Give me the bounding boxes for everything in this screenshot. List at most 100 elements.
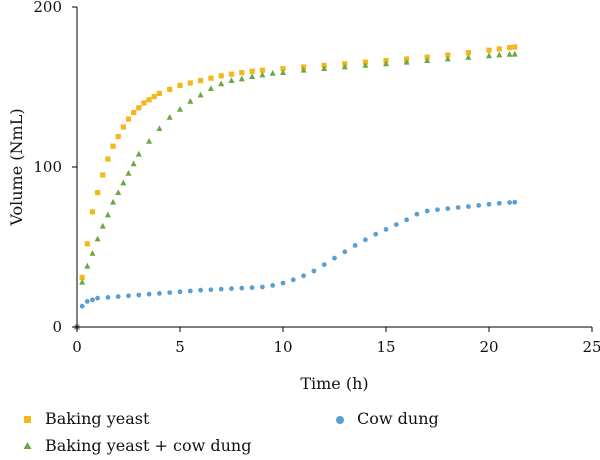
- y-tick-label: 100: [33, 158, 62, 176]
- y-axis-title: Volume (NmL): [7, 108, 26, 226]
- data-point-baking-yeast-cow-dung: [146, 138, 153, 144]
- data-point-baking-yeast: [177, 82, 183, 88]
- data-point-baking-yeast-cow-dung: [115, 189, 122, 195]
- data-point-baking-yeast-cow-dung: [120, 179, 127, 186]
- data-point-cow-dung: [414, 211, 420, 217]
- data-point-cow-dung: [342, 249, 348, 255]
- data-point-baking-yeast-cow-dung: [506, 50, 513, 57]
- data-point-baking-yeast: [259, 67, 265, 73]
- data-point-baking-yeast-cow-dung: [94, 235, 101, 242]
- data-point-baking-yeast: [512, 44, 518, 50]
- data-point-baking-yeast: [110, 143, 116, 149]
- data-point-baking-yeast-cow-dung: [79, 278, 86, 285]
- data-point-cow-dung: [126, 293, 131, 299]
- data-point-cow-dung: [507, 200, 512, 205]
- data-point-baking-yeast: [507, 45, 513, 51]
- data-point-cow-dung: [95, 295, 100, 301]
- data-point-baking-yeast: [105, 156, 111, 162]
- data-point-cow-dung: [229, 286, 234, 291]
- x-ticks: 0 5 10 15 20 25: [72, 327, 600, 356]
- data-point-cow-dung: [157, 291, 162, 296]
- data-point-cow-dung: [167, 290, 173, 295]
- data-point-baking-yeast-cow-dung: [238, 75, 245, 82]
- data-point-baking-yeast: [89, 209, 96, 215]
- data-point-baking-yeast-cow-dung: [110, 198, 117, 205]
- legend-marker-baking-yeast-cow-dung: [23, 442, 32, 449]
- data-point-baking-yeast-cow-dung: [218, 80, 225, 87]
- data-point-cow-dung: [79, 303, 85, 309]
- data-point-baking-yeast-cow-dung: [300, 66, 307, 73]
- data-point-cow-dung: [486, 201, 492, 207]
- data-point-cow-dung: [363, 237, 368, 243]
- data-point-baking-yeast: [136, 105, 142, 111]
- data-point-baking-yeast-cow-dung: [104, 211, 111, 218]
- data-point-cow-dung: [301, 273, 306, 279]
- data-point-baking-yeast-cow-dung: [249, 73, 256, 79]
- data-point-baking-yeast: [84, 241, 90, 247]
- data-point-baking-yeast: [167, 86, 173, 92]
- data-point-baking-yeast: [141, 100, 147, 106]
- data-point-baking-yeast-cow-dung: [135, 150, 142, 157]
- data-point-baking-yeast-cow-dung: [259, 71, 266, 78]
- data-point-baking-yeast-cow-dung: [197, 91, 204, 98]
- data-point-baking-yeast: [486, 47, 492, 53]
- data-point-baking-yeast: [100, 172, 106, 178]
- data-point-cow-dung: [187, 288, 193, 294]
- data-point-baking-yeast: [424, 54, 430, 60]
- legend: Baking yeast Baking yeast + cow dung Cow…: [23, 409, 439, 455]
- data-point-cow-dung: [90, 297, 95, 303]
- data-point-baking-yeast: [249, 68, 255, 74]
- data-point-baking-yeast: [187, 80, 193, 86]
- data-point-cow-dung: [115, 294, 121, 299]
- data-point-cow-dung: [280, 280, 286, 286]
- data-point-baking-yeast: [208, 75, 214, 81]
- data-point-baking-yeast-cow-dung: [166, 114, 173, 120]
- data-point-baking-yeast: [239, 70, 245, 76]
- data-point-cow-dung: [321, 262, 327, 267]
- data-point-baking-yeast: [151, 94, 157, 100]
- data-point-cow-dung: [249, 285, 255, 291]
- legend-marker-baking-yeast: [24, 416, 31, 423]
- data-point-baking-yeast: [445, 52, 451, 58]
- data-point-baking-yeast-cow-dung: [156, 125, 163, 131]
- data-point-baking-yeast-cow-dung: [99, 222, 106, 229]
- legend-label-cow-dung: Cow dung: [357, 409, 439, 428]
- data-point-cow-dung: [435, 207, 440, 213]
- data-point-baking-yeast-cow-dung: [84, 262, 91, 269]
- data-point-cow-dung: [404, 217, 409, 223]
- data-point-baking-yeast-cow-dung: [177, 106, 183, 112]
- data-point-cow-dung: [146, 291, 152, 297]
- data-point-baking-yeast-cow-dung: [125, 170, 132, 176]
- data-point-cow-dung: [208, 287, 214, 293]
- data-point-cow-dung: [270, 283, 276, 288]
- data-point-baking-yeast-cow-dung: [496, 51, 503, 58]
- data-point-cow-dung: [290, 277, 296, 283]
- data-point-cow-dung: [332, 255, 337, 261]
- data-point-cow-dung: [496, 200, 502, 206]
- data-point-baking-yeast: [156, 90, 162, 96]
- x-axis-title: Time (h): [300, 374, 368, 393]
- data-point-baking-yeast-cow-dung: [511, 50, 518, 57]
- data-point-cow-dung: [136, 292, 142, 298]
- data-point-cow-dung: [476, 203, 482, 208]
- data-point-baking-yeast: [95, 190, 101, 196]
- legend-marker-cow-dung: [336, 416, 344, 424]
- data-point-baking-yeast: [131, 110, 137, 116]
- data-point-baking-yeast: [280, 66, 286, 72]
- data-point-baking-yeast-cow-dung: [207, 85, 214, 91]
- legend-label-baking-yeast: Baking yeast: [45, 409, 150, 428]
- data-point-cow-dung: [198, 287, 204, 293]
- data-point-baking-yeast-cow-dung: [403, 58, 410, 65]
- data-point-baking-yeast-cow-dung: [486, 52, 492, 59]
- data-point-baking-yeast-cow-dung: [465, 54, 472, 60]
- y-tick-label: 200: [33, 0, 62, 16]
- data-point-cow-dung: [512, 199, 518, 205]
- data-point-baking-yeast-cow-dung: [187, 98, 194, 104]
- x-tick-label: 0: [72, 338, 82, 356]
- data-point-cow-dung: [373, 231, 379, 237]
- data-point-cow-dung: [383, 227, 389, 232]
- data-point-baking-yeast-cow-dung: [130, 160, 137, 167]
- data-point-baking-yeast: [146, 97, 152, 103]
- data-point-baking-yeast-cow-dung: [424, 57, 431, 63]
